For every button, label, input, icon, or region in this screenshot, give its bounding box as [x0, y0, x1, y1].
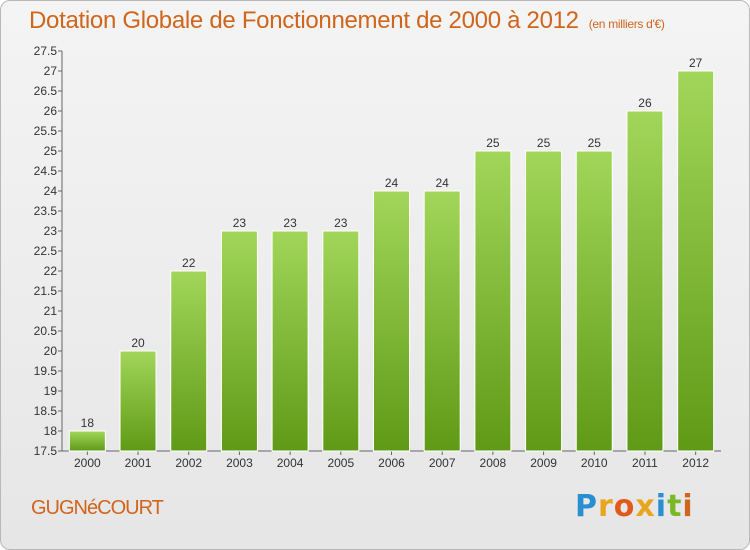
data-label: 20 [131, 336, 145, 350]
logo-letter: t [667, 489, 683, 524]
bar-2007 [423, 190, 461, 452]
logo-letter: x [635, 489, 656, 524]
bar-2006 [373, 190, 410, 452]
data-label: 24 [436, 176, 450, 190]
y-tick-label: 22 [44, 264, 58, 278]
bar-2010 [575, 150, 613, 452]
logo-letter: o [613, 489, 636, 524]
logo-letter: i [655, 489, 668, 524]
commune-name: GUGNéCOURT [31, 497, 164, 519]
y-tick-label: 23 [44, 224, 58, 238]
x-tick-label: 2000 [74, 456, 101, 470]
chart-subtitle: (en milliers d'€) [588, 17, 665, 31]
data-label: 23 [233, 216, 247, 230]
y-tick-label: 20 [44, 344, 58, 358]
x-tick-label: 2005 [327, 456, 354, 470]
y-tick-label: 22.5 [34, 244, 58, 258]
bar-2000 [68, 430, 106, 452]
y-tick-label: 26.5 [34, 84, 58, 98]
bar-2012 [677, 70, 715, 452]
bar-2011 [626, 110, 664, 452]
logo-letter: r [598, 489, 614, 524]
bar-2004 [271, 230, 309, 452]
x-tick-label: 2010 [581, 456, 608, 470]
x-tick-label: 2002 [175, 456, 202, 470]
bar-2003 [220, 230, 258, 452]
x-tick-label: 2003 [226, 456, 253, 470]
y-tick-label: 21 [44, 304, 58, 318]
data-label: 25 [588, 136, 602, 150]
x-tick-label: 2007 [429, 456, 456, 470]
y-tick-label: 27.5 [34, 44, 58, 58]
y-tick-label: 25 [44, 144, 58, 158]
y-tick-label: 19.5 [34, 364, 58, 378]
data-label: 23 [283, 216, 297, 230]
y-tick-label: 25.5 [34, 124, 58, 138]
x-tick-label: 2009 [530, 456, 557, 470]
bar-2008 [474, 150, 512, 452]
chart-title: Dotation Globale de Fonctionnement de 20… [29, 7, 579, 34]
y-tick-label: 18 [44, 424, 58, 438]
axes: 17.5 18 18.5 19 19.5 20 20.5 21 21.5 22 22.5 23 23.5… [34, 44, 721, 470]
data-label: 22 [182, 256, 196, 270]
y-tick-label: 19 [44, 384, 58, 398]
y-tick-label: 20.5 [34, 324, 58, 338]
data-label: 26 [638, 96, 652, 110]
y-tick-label: 24.5 [34, 164, 58, 178]
x-tick-label: 2001 [125, 456, 152, 470]
data-label: 23 [334, 216, 348, 230]
data-label: 25 [537, 136, 551, 150]
data-label: 18 [81, 416, 95, 430]
logo-letter: i [682, 489, 694, 524]
logo-letter: P [575, 489, 598, 524]
x-tick-label: 2004 [277, 456, 304, 470]
x-tick-label: 2008 [480, 456, 507, 470]
y-tick-label: 17.5 [34, 444, 58, 458]
bars-group: 18 20 22 23 23 23 24 24 25 25 25 26 27 [68, 56, 715, 452]
y-tick-label: 18.5 [34, 404, 58, 418]
x-tick-label: 2011 [632, 456, 658, 470]
bar-2002 [170, 270, 208, 452]
y-tick-label: 26 [44, 104, 58, 118]
chart-title-row: Dotation Globale de Fonctionnement de 20… [29, 7, 665, 35]
x-tick-label: 2006 [378, 456, 405, 470]
bar-2005 [322, 230, 360, 452]
bar-2001 [119, 350, 157, 452]
y-tick-label: 27 [44, 64, 58, 78]
data-label: 27 [689, 56, 703, 70]
data-label: 24 [385, 176, 399, 190]
bar-2009 [525, 150, 563, 452]
y-tick-label: 24 [44, 184, 58, 198]
y-tick-label: 23.5 [34, 204, 58, 218]
data-label: 25 [486, 136, 500, 150]
y-tick-label: 21.5 [34, 284, 58, 298]
x-tick-label: 2012 [682, 456, 709, 470]
proxiti-logo[interactable]: Proxiti [575, 489, 694, 524]
